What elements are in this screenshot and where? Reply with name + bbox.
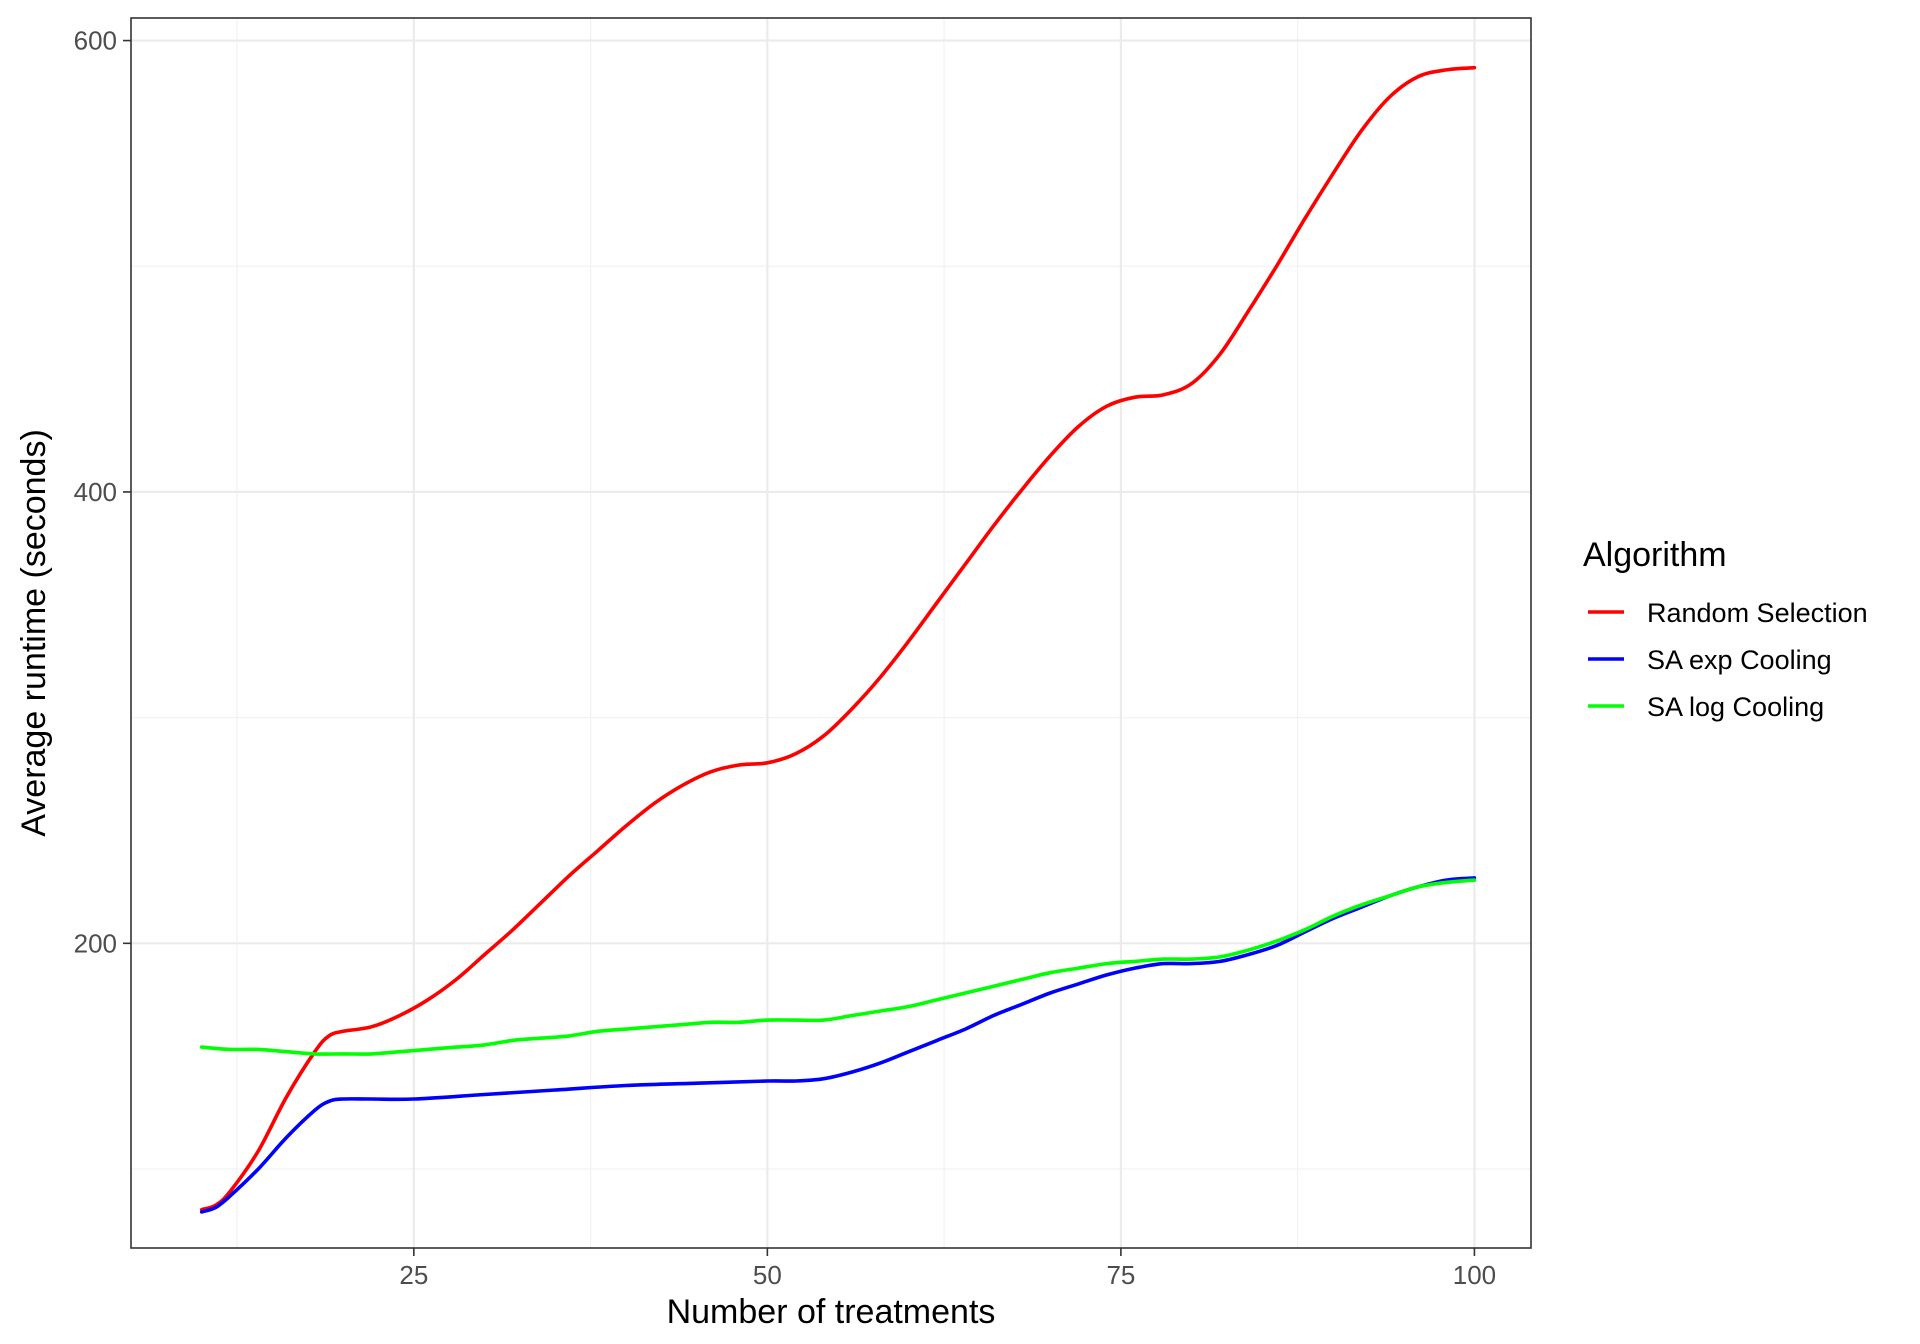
x-tick-label: 50 bbox=[753, 1260, 782, 1290]
axis-ticks bbox=[123, 39, 1476, 1256]
series-line-sa-log-cooling bbox=[199, 878, 1477, 1056]
legend-label-sa-log-cooling: SA log Cooling bbox=[1647, 692, 1824, 722]
minor-gridlines bbox=[131, 18, 1531, 1248]
y-tick-label: 400 bbox=[74, 477, 117, 507]
legend-title: Algorithm bbox=[1583, 536, 1727, 574]
y-tick-label: 600 bbox=[74, 26, 117, 56]
legend-label-random-selection: Random Selection bbox=[1647, 598, 1868, 628]
major-gridlines bbox=[131, 18, 1531, 1248]
y-tick-label: 200 bbox=[74, 928, 117, 958]
legend-label-sa-exp-cooling: SA exp Cooling bbox=[1647, 645, 1832, 675]
panel-border bbox=[130, 17, 1532, 1249]
series-line-random-selection bbox=[199, 65, 1477, 1212]
x-axis-title: Number of treatments bbox=[667, 1293, 996, 1331]
x-tick-label: 75 bbox=[1106, 1260, 1135, 1290]
x-tick-label: 25 bbox=[399, 1260, 428, 1290]
x-tick-label: 100 bbox=[1453, 1260, 1496, 1290]
series-layer bbox=[199, 65, 1477, 1214]
tick-labels: 25 50 75 100 200 400 600 bbox=[74, 26, 1497, 1290]
y-axis-title: Average runtime (seconds) bbox=[15, 429, 53, 837]
legend: Algorithm Random Selection SA exp Cooling… bbox=[1583, 536, 1868, 722]
legend-items: Random Selection SA exp Cooling SA log Coo… bbox=[1588, 598, 1868, 722]
series-line-sa-exp-cooling bbox=[199, 876, 1477, 1214]
